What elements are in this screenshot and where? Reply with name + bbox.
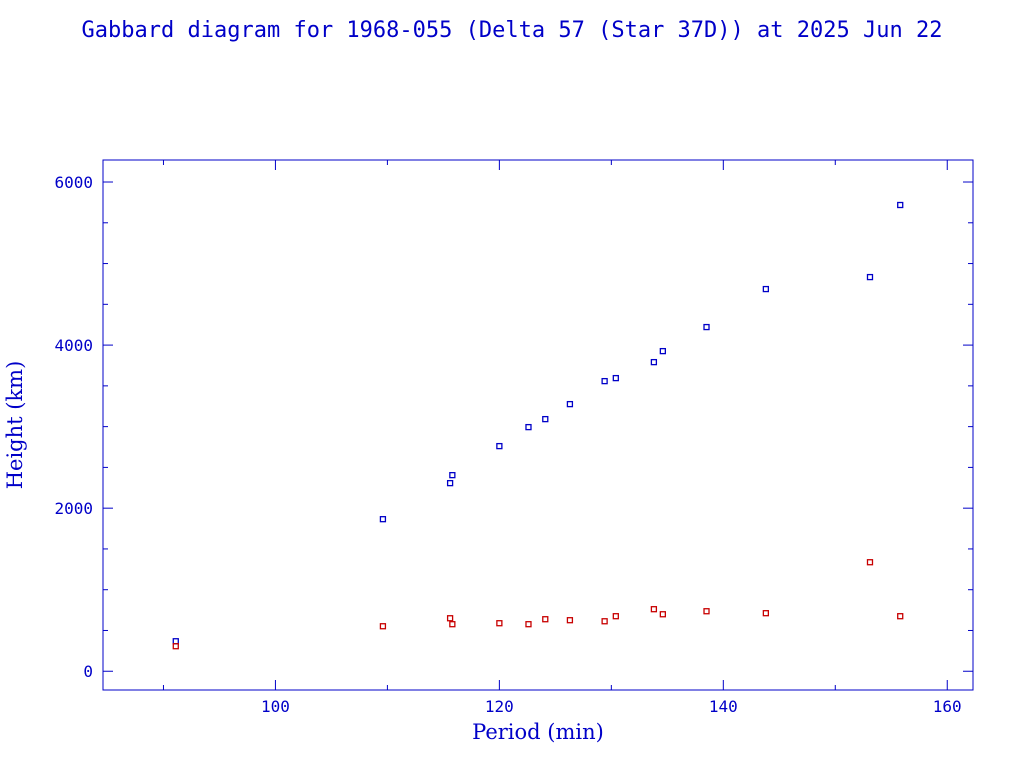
apogee-point [172, 638, 179, 645]
apogee-point [525, 423, 532, 431]
y-tick-label: 6000 [54, 173, 93, 192]
x-tick-label: 140 [709, 697, 738, 716]
perigee-point [762, 610, 770, 617]
perigee-point [897, 613, 904, 620]
apogee-point [703, 323, 710, 331]
perigee-point [449, 621, 456, 628]
y-tick-label: 0 [83, 662, 93, 681]
apogee-point [612, 374, 619, 382]
apogee-point [446, 479, 454, 487]
perigee-point [703, 608, 710, 615]
apogee-point [659, 347, 666, 355]
chart-title: Gabbard diagram for 1968-055 (Delta 57 (… [82, 18, 943, 43]
perigee-point [566, 617, 574, 624]
x-tick-label: 100 [261, 697, 290, 716]
perigee-point [542, 616, 549, 623]
x-tick-label: 160 [933, 697, 962, 716]
apogee-point [566, 400, 574, 408]
data-points [172, 201, 904, 650]
perigee-point [525, 621, 532, 628]
perigee-point [496, 620, 503, 627]
apogee-point [379, 516, 387, 523]
y-axis-label: Height (km) [3, 361, 27, 490]
apogee-point [650, 358, 658, 366]
x-tick-label: 120 [485, 697, 514, 716]
apogee-point [542, 415, 549, 423]
perigee-point [866, 559, 874, 566]
perigee-point [379, 623, 387, 630]
y-tick-label: 4000 [54, 336, 93, 355]
apogee-point [866, 273, 874, 281]
perigee-point [172, 643, 179, 650]
x-axis-label: Period (min) [472, 720, 604, 744]
perigee-point [659, 611, 666, 618]
plot-frame [102, 159, 974, 691]
perigee-point [601, 618, 608, 625]
apogee-point [601, 377, 608, 385]
apogee-point [762, 285, 770, 293]
axis-ticks: 100 120 140 160 0 2000 4000 6000 [54, 160, 973, 716]
perigee-point [446, 615, 454, 622]
perigee-point [612, 613, 619, 620]
y-tick-label: 2000 [54, 499, 93, 518]
perigee-point [650, 606, 658, 613]
apogee-point [449, 471, 456, 479]
apogee-point [496, 442, 503, 450]
apogee-point [897, 201, 904, 209]
